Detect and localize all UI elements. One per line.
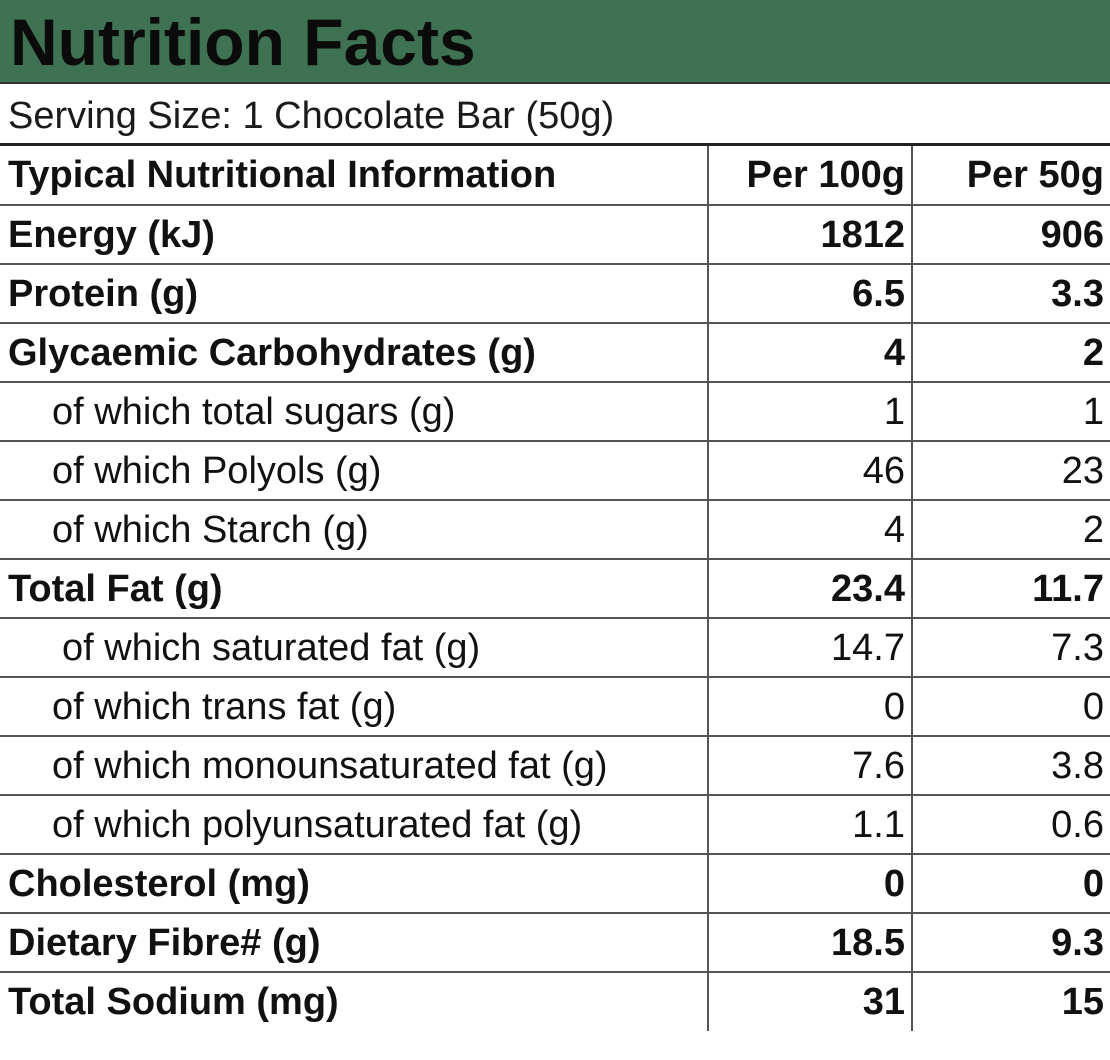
column-header-per-50g: Per 50g <box>911 146 1110 206</box>
per-100g-value: 23.4 <box>707 559 912 619</box>
nutrient-sublabel: of which Polyols (g) <box>0 441 708 501</box>
column-header-nutrient: Typical Nutritional Information <box>0 146 708 206</box>
table-row: Total Fat (g) 23.4 11.7 <box>0 559 1110 619</box>
table-row: Glycaemic Carbohydrates (g) 4 2 <box>0 323 1110 383</box>
nutrient-label: Protein (g) <box>0 264 708 324</box>
per-100g-value: 14.7 <box>707 618 912 678</box>
nutrient-label: Glycaemic Carbohydrates (g) <box>0 323 708 383</box>
nutrient-sublabel: of which saturated fat (g) <box>0 618 708 678</box>
nutrient-sublabel: of which monounsaturated fat (g) <box>0 736 708 796</box>
per-50g-value: 0.6 <box>911 795 1110 855</box>
nutrient-sublabel: of which total sugars (g) <box>0 382 708 442</box>
per-50g-value: 0 <box>911 854 1110 914</box>
serving-size-text: Serving Size: 1 Chocolate Bar (50g) <box>8 95 615 137</box>
table-row: Energy (kJ) 1812 906 <box>0 205 1110 265</box>
nutrient-label: Dietary Fibre# (g) <box>0 913 708 973</box>
nutrient-label: Total Sodium (mg) <box>8 981 339 1023</box>
per-50g-value: 23 <box>911 441 1110 501</box>
table-row: of which trans fat (g) 0 0 <box>0 677 1110 737</box>
page-title: Nutrition Facts <box>10 5 476 79</box>
per-50g-value: 7.3 <box>911 618 1110 678</box>
serving-size-row: Serving Size: 1 Chocolate Bar (50g) <box>0 84 1110 146</box>
nutrient-sublabel: of which Starch (g) <box>0 500 708 560</box>
title-bar: Nutrition Facts <box>0 0 1110 84</box>
table-row: of which Polyols (g) 46 23 <box>0 441 1110 501</box>
per-50g-value: 3.8 <box>911 736 1110 796</box>
column-header-per-100g: Per 100g <box>707 146 912 206</box>
per-100g-value: 1 <box>707 382 912 442</box>
per-100g-value: 7.6 <box>707 736 912 796</box>
per-50g-value: 2 <box>911 500 1110 560</box>
per-100g-value: 1.1 <box>707 795 912 855</box>
per-50g-value: 11.7 <box>911 559 1110 619</box>
per-100g-value: 0 <box>707 677 912 737</box>
table-row: Protein (g) 6.5 3.3 <box>0 264 1110 324</box>
per-100g-value: 1812 <box>707 205 912 265</box>
per-50g-value: 0 <box>911 677 1110 737</box>
table-row: of which Starch (g) 4 2 <box>0 500 1110 560</box>
per-50g-value: 15 <box>911 972 1110 1031</box>
table-row: of which polyunsaturated fat (g) 1.1 0.6 <box>0 795 1110 855</box>
per-100g-value: 6.5 <box>707 264 912 324</box>
per-100g-value: 46 <box>707 441 912 501</box>
per-100g-value: 4 <box>707 500 912 560</box>
nutrition-table: Typical Nutritional Information Per 100g… <box>0 146 1110 1031</box>
table-row: Total Sodium (mg) 31 15 <box>0 972 1110 1031</box>
nutrient-sublabel: of which trans fat (g) <box>0 677 708 737</box>
table-header-row: Typical Nutritional Information Per 100g… <box>0 146 1110 206</box>
per-50g-value: 9.3 <box>911 913 1110 973</box>
table-row: of which monounsaturated fat (g) 7.6 3.8 <box>0 736 1110 796</box>
nutrient-label: Total Fat (g) <box>0 559 708 619</box>
table-row: Cholesterol (mg) 0 0 <box>0 854 1110 914</box>
nutrient-sublabel: of which polyunsaturated fat (g) <box>0 795 708 855</box>
table-row: of which saturated fat (g) 14.7 7.3 <box>0 618 1110 678</box>
nutrient-label: Cholesterol (mg) <box>0 854 708 914</box>
nutrient-label: Energy (kJ) <box>0 205 708 265</box>
per-100g-value: 31 <box>707 972 912 1031</box>
per-50g-value: 1 <box>911 382 1110 442</box>
per-50g-value: 2 <box>911 323 1110 383</box>
per-50g-value: 906 <box>911 205 1110 265</box>
per-100g-value: 4 <box>707 323 912 383</box>
table-row: of which total sugars (g) 1 1 <box>0 382 1110 442</box>
table-row: Dietary Fibre# (g) 18.5 9.3 <box>0 913 1110 973</box>
per-50g-value: 3.3 <box>911 264 1110 324</box>
per-100g-value: 18.5 <box>707 913 912 973</box>
per-100g-value: 0 <box>707 854 912 914</box>
